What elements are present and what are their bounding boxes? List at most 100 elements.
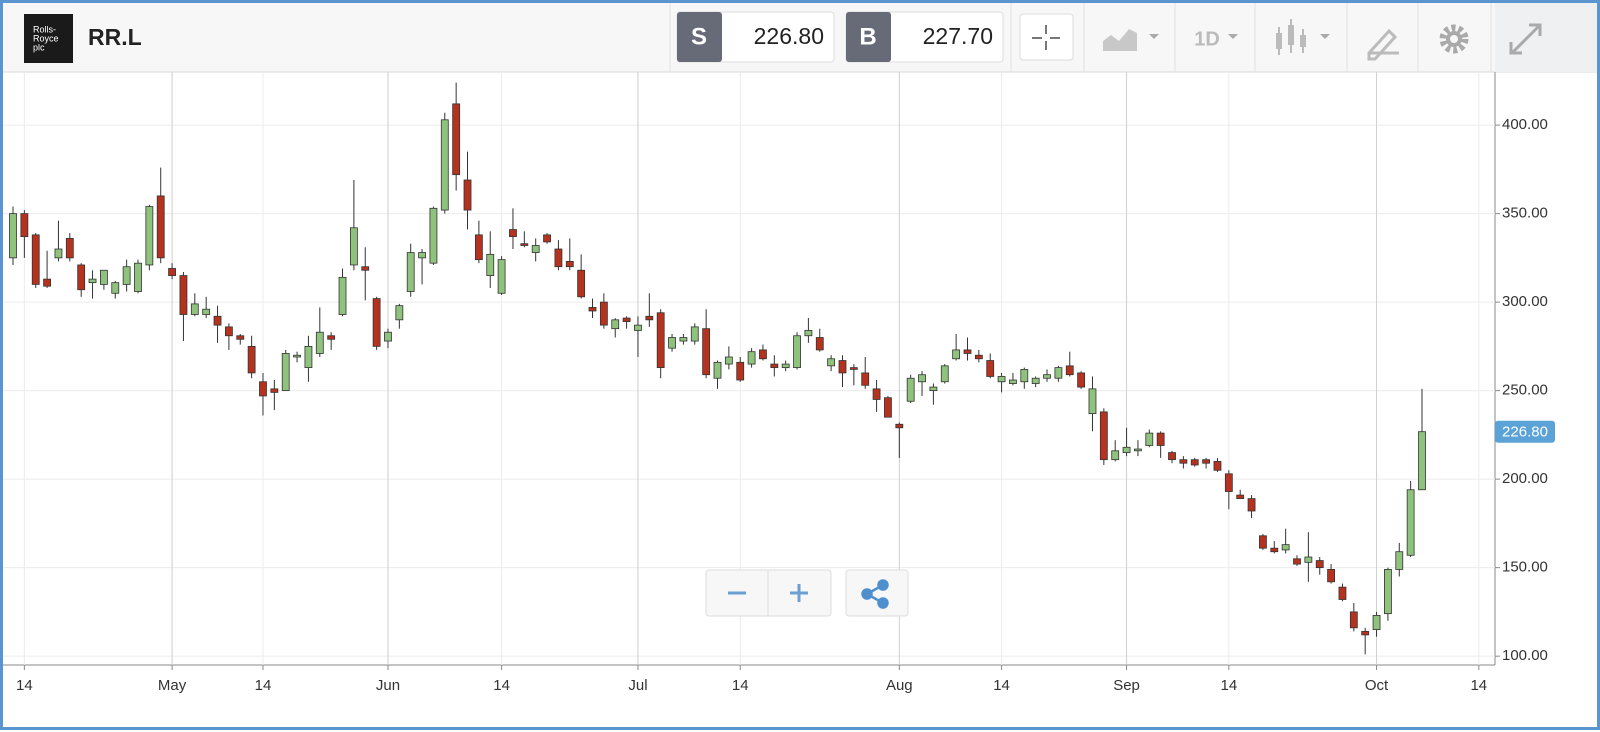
candle-body	[724, 356, 733, 365]
symbol: RR.L	[88, 24, 142, 50]
y-tick-label: 100.00	[1502, 647, 1548, 664]
candle-body	[202, 308, 211, 315]
candle-body	[599, 301, 608, 326]
crosshair-button[interactable]	[1019, 13, 1074, 61]
candle-body	[645, 315, 654, 321]
sell-label[interactable]: S	[691, 23, 707, 50]
sell-price[interactable]: 226.80	[754, 23, 824, 49]
candle-type-icon[interactable]	[1276, 19, 1306, 55]
candle-body	[1259, 535, 1267, 549]
logo-text: Royce	[33, 33, 59, 43]
interval[interactable]: 1D	[1194, 28, 1220, 50]
candle-body	[565, 261, 574, 268]
candle-body	[1009, 379, 1017, 384]
candle-body	[395, 305, 404, 321]
candle-body	[361, 266, 370, 271]
candle-body	[65, 237, 74, 259]
fullscreen-icon[interactable]	[1509, 23, 1542, 55]
candle-body	[781, 363, 790, 369]
candle-body	[1122, 446, 1131, 453]
candle-body	[349, 227, 358, 266]
buy-label[interactable]: B	[859, 23, 876, 50]
candle-body	[1418, 431, 1426, 491]
x-tick-label: Jun	[376, 677, 400, 694]
candle-body	[1281, 544, 1290, 551]
draw-icon[interactable]	[1367, 28, 1399, 61]
candle-body	[577, 269, 586, 298]
grid	[3, 72, 1495, 665]
dropdown-arrow[interactable]	[1228, 34, 1238, 39]
buy-price[interactable]: 227.70	[923, 23, 993, 49]
candle-body	[31, 234, 40, 285]
y-tick-label: 250.00	[1502, 382, 1548, 399]
candle-body	[304, 345, 313, 369]
candle-body	[145, 206, 154, 266]
zoom-in[interactable]	[790, 584, 808, 602]
candle-body	[1190, 459, 1199, 466]
buy-tag[interactable]	[846, 12, 891, 62]
candle-body	[827, 358, 836, 367]
price-tag-label: 226.80	[1502, 424, 1548, 441]
settings-icon[interactable]	[1439, 24, 1469, 54]
candle-body	[327, 335, 336, 340]
candle-body	[1384, 569, 1392, 615]
candle-body	[486, 253, 495, 276]
candle-body	[1202, 459, 1211, 464]
x-tick-label: 14	[255, 677, 272, 694]
y-tick-label: 200.00	[1502, 470, 1548, 487]
dropdown-arrow[interactable]	[1320, 34, 1330, 39]
share-icon[interactable]	[861, 579, 889, 609]
zoom-controls[interactable]	[705, 569, 909, 617]
candle-body	[236, 335, 245, 340]
candle-body	[384, 331, 392, 342]
candle-body	[440, 119, 449, 211]
candle-body	[770, 363, 779, 369]
dropdown-arrow[interactable]	[1149, 34, 1159, 39]
candle-body	[793, 335, 801, 369]
candle-body	[247, 345, 256, 374]
x-tick-label: 14	[993, 677, 1010, 694]
candle-body	[668, 337, 676, 349]
candle-body	[1293, 558, 1301, 565]
candle-body	[1224, 473, 1233, 492]
candle-body	[1077, 372, 1086, 388]
candle-body	[974, 354, 983, 360]
candle-body	[134, 262, 142, 292]
candle-body	[190, 303, 199, 315]
candle-body	[1213, 461, 1222, 471]
candle-body	[884, 397, 892, 418]
candle-body	[986, 360, 995, 377]
candle-body	[452, 103, 461, 176]
candle-body	[622, 317, 631, 322]
share-box[interactable]	[845, 569, 909, 617]
candle-body	[338, 276, 347, 315]
candle-body	[1156, 432, 1165, 446]
fullscreen-button[interactable]	[1495, 3, 1597, 72]
candle-body	[213, 315, 222, 326]
x-tick-label: 14	[493, 677, 510, 694]
x-tick-label: Aug	[886, 677, 913, 694]
candle-body	[1349, 611, 1358, 629]
candle-body	[838, 360, 847, 374]
candle-body	[1315, 560, 1324, 569]
sell-button[interactable]: S 226.80	[676, 11, 835, 63]
fullscreen-box[interactable]	[1495, 3, 1597, 72]
candle-body	[418, 252, 426, 259]
x-tick-label: Sep	[1113, 677, 1140, 694]
crosshair-icon[interactable]	[1032, 25, 1060, 50]
candle-body	[122, 266, 131, 285]
candle-body	[634, 324, 642, 331]
candle-body	[315, 331, 324, 354]
indicator-icon[interactable]	[1103, 29, 1137, 51]
crosshair-box[interactable]	[1019, 13, 1074, 61]
candle-body	[588, 307, 597, 312]
candle-body	[1111, 450, 1120, 461]
candle-body	[679, 337, 688, 342]
buy-button[interactable]: B 227.70	[845, 11, 1004, 63]
candle-body	[804, 330, 813, 337]
x-tick-label: Jul	[628, 677, 647, 694]
candle-body	[1247, 498, 1256, 512]
sell-tag[interactable]	[677, 12, 722, 62]
candle-body	[520, 243, 529, 246]
